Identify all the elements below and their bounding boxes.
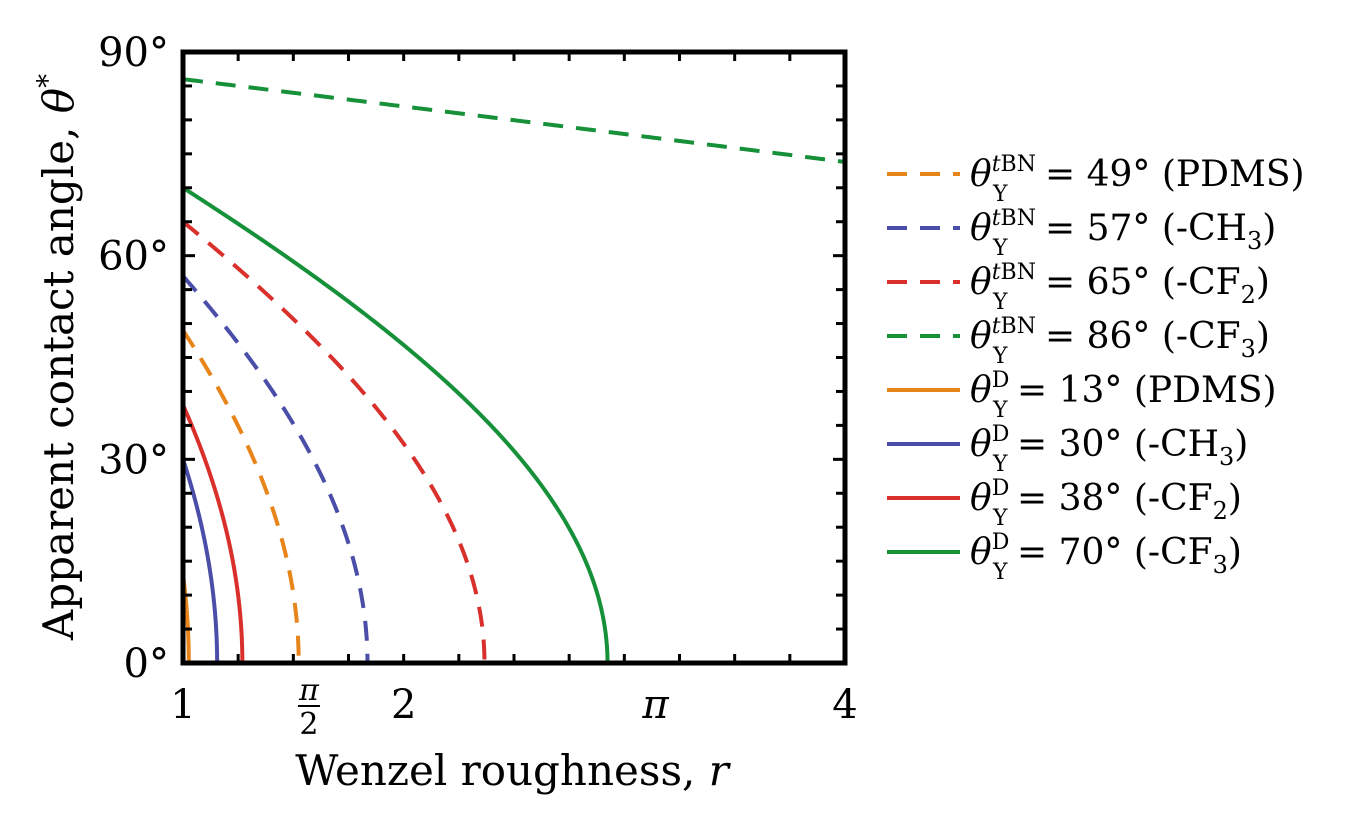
x-tick-label: 4 — [832, 682, 857, 728]
series-lines — [181, 77, 846, 665]
plot-frame — [180, 49, 848, 666]
series-line-d-13 — [181, 574, 845, 665]
legend-entry: θD Y = 70° (-CF3) — [887, 530, 1242, 585]
x-tick-label: 2 — [391, 682, 416, 728]
legend-label: θtBN Y = 57° (-CH3) — [970, 206, 1276, 261]
legend-entry: θtBN Y = 86° (-CF3) — [887, 314, 1270, 369]
x-tick-label: 1 — [170, 682, 195, 728]
legend-label: θD Y = 30° (-CH3) — [970, 422, 1248, 477]
series-line-tbn-65 — [181, 220, 845, 665]
axis-ticks — [183, 52, 845, 663]
legend: θtBN Y = 49° (PDMS)θtBN Y = 57° (-CH3)θtBN Y =… — [887, 152, 1305, 585]
x-tick-label-numerator: π — [298, 673, 320, 708]
series-line-d-70 — [181, 186, 845, 665]
legend-label: θD Y = 70° (-CF3) — [970, 530, 1242, 585]
legend-label: θtBN Y = 86° (-CF3) — [970, 314, 1270, 369]
series-line-tbn-57 — [181, 274, 845, 665]
y-tick-label: 0° — [124, 641, 169, 687]
legend-label: θtBN Y = 49° (PDMS) — [970, 152, 1305, 207]
tick-labels: 1 π2 2 π 40°30°60°90° — [98, 30, 858, 742]
legend-label: θtBN Y = 65° (-CF2) — [970, 260, 1270, 315]
y-tick-label: 30° — [98, 437, 169, 483]
y-tick-label: 90° — [98, 30, 169, 76]
series-line-tbn-86 — [182, 77, 846, 164]
legend-entry: θD Y = 38° (-CF2) — [887, 476, 1242, 531]
legend-entry: θtBN Y = 49° (PDMS) — [887, 152, 1305, 207]
legend-entry: θtBN Y = 65° (-CF2) — [887, 260, 1270, 315]
legend-entry: θD Y = 30° (-CH3) — [887, 422, 1248, 477]
x-tick-label-pi-over-2: π2 — [297, 673, 320, 742]
y-tick-label: 60° — [98, 234, 169, 280]
series-line-d-30 — [181, 458, 845, 665]
legend-label: θD Y = 13° (PDMS) — [970, 368, 1277, 423]
series-line-d-38 — [181, 404, 845, 665]
x-axis-label: Wenzel roughness, r — [295, 746, 731, 795]
x-tick-label: π — [641, 682, 669, 728]
legend-entry: θD Y = 13° (PDMS) — [887, 368, 1277, 423]
x-tick-label-denominator: 2 — [299, 707, 318, 742]
y-axis-label: Apparent contact angle, θ* — [31, 74, 83, 641]
series-line-tbn-49 — [181, 329, 845, 665]
legend-entry: θtBN Y = 57° (-CH3) — [887, 206, 1276, 261]
legend-label: θD Y = 38° (-CF2) — [970, 476, 1242, 531]
